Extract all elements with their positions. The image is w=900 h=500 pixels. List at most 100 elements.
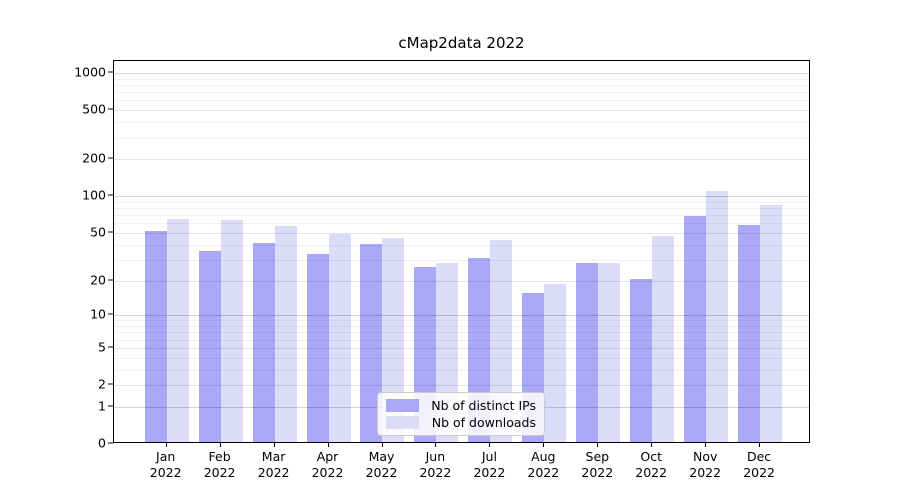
minor-gridline-30: [114, 259, 809, 261]
bar-distinct-ips-jan: [144, 230, 167, 442]
y-tick-mark-2: [108, 383, 113, 385]
y-tick-label-20: 20: [90, 272, 106, 287]
x-tick-label-nov: Nov 2022: [689, 449, 722, 480]
x-tick-mark-nov: [705, 443, 707, 447]
x-tick-label-sep: Sep 2022: [581, 449, 614, 480]
y-tick-mark-200: [108, 157, 113, 159]
legend: Nb of distinct IPs Nb of downloads: [377, 392, 545, 436]
x-tick-label-dec: Dec 2022: [743, 449, 775, 480]
legend-item-downloads: Nb of downloads: [386, 415, 536, 430]
y-axis-labels: 1000 500 200 100 50 20 10 5 2 1 0: [0, 60, 106, 451]
x-axis-labels: Jan 2022 Feb 2022 Mar 2022 Apr 2022 May 2022…: [113, 449, 810, 489]
x-tick-label-aug: Aug 2022: [527, 449, 560, 480]
chart-title: cMap2data 2022: [398, 34, 525, 52]
y-tick-label-100: 100: [82, 187, 106, 203]
y-tick-label-1: 1: [98, 398, 106, 414]
bar-distinct-ips-may: [360, 243, 383, 442]
major-gridline-100: [114, 196, 809, 198]
x-tick-mark-jul: [489, 443, 491, 447]
y-tick-mark-1: [108, 405, 113, 407]
minor-gridline-40: [114, 244, 809, 246]
minor-gridline-3: [114, 369, 809, 371]
x-tick-mark-apr: [327, 443, 329, 447]
minor-gridline-600: [114, 100, 809, 102]
x-tick-mark-sep: [597, 443, 599, 447]
bar-distinct-ips-sep: [576, 263, 599, 442]
minor-gridline-900: [114, 78, 809, 80]
x-tick-label-jul: Jul 2022: [473, 449, 506, 480]
x-tick-mark-feb: [219, 443, 221, 447]
x-tick-label-apr: Apr 2022: [311, 449, 344, 480]
minor-gridline-800: [114, 84, 809, 86]
minor-gridline-7: [114, 332, 809, 334]
y-tick-mark-500: [108, 108, 113, 110]
bar-distinct-ips-dec: [738, 224, 761, 442]
x-tick-mark-jun: [435, 443, 437, 447]
x-tick-label-oct: Oct 2022: [635, 449, 668, 480]
x-tick-label-feb: Feb 2022: [203, 449, 236, 480]
minor-gridline-400: [114, 122, 809, 124]
y-tick-mark-10: [108, 313, 113, 315]
mid-gridline-2: [114, 385, 809, 386]
legend-label-distinct-ips: Nb of distinct IPs: [431, 397, 536, 413]
bar-downloads-nov: [706, 190, 729, 442]
bar-downloads-feb: [220, 220, 243, 442]
minor-gridline-9: [114, 320, 809, 322]
mid-gridline-200: [114, 159, 809, 161]
x-tick-mark-jan: [165, 443, 167, 447]
mid-gridline-20: [114, 280, 809, 282]
y-tick-label-50: 50: [90, 224, 106, 240]
bar-downloads-oct: [652, 236, 675, 442]
major-gridline-10: [114, 315, 809, 317]
y-tick-label-1000: 1000: [74, 64, 106, 80]
bar-distinct-ips-nov: [684, 216, 707, 442]
x-tick-label-jun: Jun 2022: [419, 449, 452, 480]
y-tick-mark-50: [108, 231, 113, 233]
y-tick-mark-0: [108, 442, 113, 444]
legend-swatch-distinct-ips: [386, 398, 419, 412]
x-tick-label-may: May 2022: [365, 449, 398, 480]
x-tick-mark-dec: [759, 443, 761, 447]
major-gridline-1000: [114, 73, 809, 74]
bar-downloads-aug: [544, 283, 567, 442]
bar-downloads-jul: [490, 240, 513, 442]
y-tick-label-5: 5: [98, 339, 106, 355]
mid-gridline-500: [114, 110, 809, 112]
y-tick-label-10: 10: [90, 306, 106, 322]
minor-gridline-6: [114, 339, 809, 341]
minor-gridline-90: [114, 201, 809, 203]
minor-gridline-80: [114, 208, 809, 209]
bar-downloads-jan: [166, 218, 189, 442]
legend-swatch-downloads: [386, 416, 419, 430]
bar-downloads-mar: [274, 225, 297, 442]
legend-label-downloads: Nb of downloads: [431, 415, 536, 431]
bar-downloads-apr: [328, 234, 351, 442]
y-tick-label-2: 2: [98, 376, 106, 392]
x-tick-label-jan: Jan 2022: [149, 449, 182, 480]
x-tick-label-mar: Mar 2022: [257, 449, 290, 480]
x-tick-mark-oct: [651, 443, 653, 447]
x-tick-mark-aug: [543, 443, 545, 447]
minor-gridline-300: [114, 137, 809, 139]
y-tick-mark-5: [108, 346, 113, 348]
minor-gridline-8: [114, 326, 809, 327]
minor-gridline-70: [114, 215, 809, 217]
mid-gridline-5: [114, 347, 809, 349]
bar-distinct-ips-oct: [630, 278, 653, 442]
y-tick-mark-20: [108, 279, 113, 280]
bar-downloads-dec: [760, 204, 783, 442]
bar-distinct-ips-feb: [198, 251, 221, 442]
minor-gridline-60: [114, 223, 809, 225]
plot-area: [113, 60, 810, 443]
bar-downloads-may: [382, 237, 405, 442]
legend-item-distinct-ips: Nb of distinct IPs: [386, 398, 536, 413]
y-tick-label-200: 200: [82, 150, 106, 166]
y-tick-label-500: 500: [82, 101, 106, 117]
bar-distinct-ips-apr: [306, 254, 329, 442]
y-tick-label-0: 0: [98, 435, 106, 451]
minor-gridline-4: [114, 357, 809, 359]
x-tick-mark-mar: [273, 443, 275, 447]
bar-distinct-ips-mar: [252, 242, 275, 442]
mid-gridline-50: [114, 232, 809, 234]
